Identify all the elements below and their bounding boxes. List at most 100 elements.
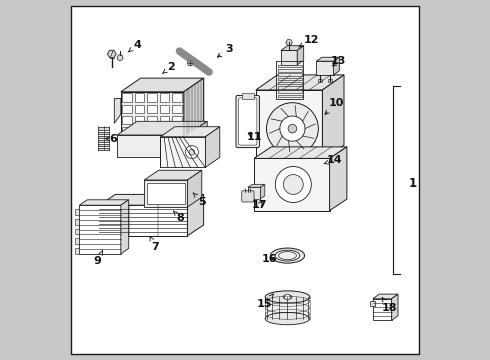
Polygon shape (261, 184, 265, 199)
Text: 13: 13 (331, 56, 346, 66)
Circle shape (185, 145, 198, 158)
Text: 15: 15 (257, 294, 273, 309)
Bar (328, 79, 332, 82)
Polygon shape (114, 99, 121, 123)
Bar (147, 105, 157, 113)
Bar (75, 219, 79, 225)
Bar (117, 135, 187, 157)
Bar (172, 94, 182, 102)
Ellipse shape (265, 312, 310, 325)
Bar (160, 116, 170, 125)
Text: 18: 18 (381, 298, 397, 313)
FancyBboxPatch shape (242, 191, 254, 202)
Polygon shape (144, 170, 202, 180)
Circle shape (117, 55, 123, 60)
Polygon shape (79, 200, 129, 205)
Circle shape (288, 124, 297, 133)
Circle shape (283, 175, 303, 194)
Bar (278, 82, 301, 84)
Polygon shape (286, 40, 293, 45)
Bar (242, 93, 254, 99)
Bar (278, 77, 301, 80)
Polygon shape (392, 294, 398, 320)
Text: 6: 6 (106, 134, 118, 144)
Circle shape (189, 149, 195, 155)
Polygon shape (322, 75, 344, 160)
Bar (135, 127, 144, 136)
Bar (172, 105, 182, 113)
Bar (278, 65, 301, 67)
Bar (172, 127, 182, 136)
Polygon shape (187, 194, 204, 236)
Polygon shape (184, 78, 204, 137)
Bar (122, 127, 131, 136)
Bar (160, 127, 170, 136)
Bar (278, 73, 301, 76)
Bar (98, 131, 109, 134)
Polygon shape (373, 294, 398, 299)
Polygon shape (187, 121, 207, 157)
Polygon shape (316, 57, 339, 61)
Polygon shape (205, 127, 220, 167)
Bar (172, 116, 182, 125)
Text: 17: 17 (252, 200, 267, 210)
Bar (318, 79, 321, 82)
Text: 8: 8 (173, 211, 184, 223)
Bar (160, 94, 170, 102)
Bar (278, 69, 301, 72)
Bar (265, 297, 310, 319)
Bar (248, 187, 261, 199)
Bar (370, 301, 375, 306)
Polygon shape (297, 46, 304, 65)
Polygon shape (99, 194, 204, 205)
Bar (135, 94, 144, 102)
Polygon shape (121, 78, 204, 92)
Bar (98, 136, 109, 138)
Ellipse shape (278, 252, 296, 260)
Polygon shape (107, 50, 116, 58)
Bar (276, 61, 303, 99)
Text: 9: 9 (94, 251, 102, 266)
Text: 3: 3 (218, 44, 233, 57)
Bar (75, 209, 79, 215)
Bar (147, 127, 157, 136)
Bar (99, 205, 187, 236)
Text: 12: 12 (299, 35, 319, 47)
Polygon shape (254, 147, 347, 158)
Polygon shape (281, 46, 304, 50)
Bar (98, 144, 109, 147)
Ellipse shape (275, 250, 300, 261)
Text: 5: 5 (193, 193, 206, 207)
Bar (98, 140, 109, 142)
Bar (144, 180, 187, 207)
Bar (256, 90, 322, 160)
Bar (75, 238, 79, 244)
Bar (79, 205, 121, 254)
Text: 16: 16 (262, 254, 277, 264)
Polygon shape (248, 184, 265, 187)
Bar (98, 148, 109, 150)
Text: 7: 7 (150, 236, 159, 252)
Bar (254, 158, 330, 211)
Text: 1: 1 (409, 177, 417, 190)
Bar (278, 95, 301, 97)
Bar (98, 127, 109, 130)
Bar (373, 299, 392, 320)
Bar (122, 116, 131, 125)
FancyBboxPatch shape (239, 98, 257, 145)
Circle shape (280, 116, 305, 141)
Bar (316, 61, 334, 75)
Polygon shape (256, 75, 344, 90)
Bar (160, 105, 170, 113)
Ellipse shape (283, 295, 292, 299)
Circle shape (275, 166, 311, 202)
Text: 14: 14 (324, 155, 343, 165)
Polygon shape (187, 170, 202, 207)
Polygon shape (160, 127, 220, 137)
Ellipse shape (265, 291, 310, 303)
Polygon shape (121, 200, 129, 254)
FancyBboxPatch shape (236, 95, 259, 148)
Bar (278, 86, 301, 89)
Bar (75, 229, 79, 234)
Bar (122, 105, 131, 113)
